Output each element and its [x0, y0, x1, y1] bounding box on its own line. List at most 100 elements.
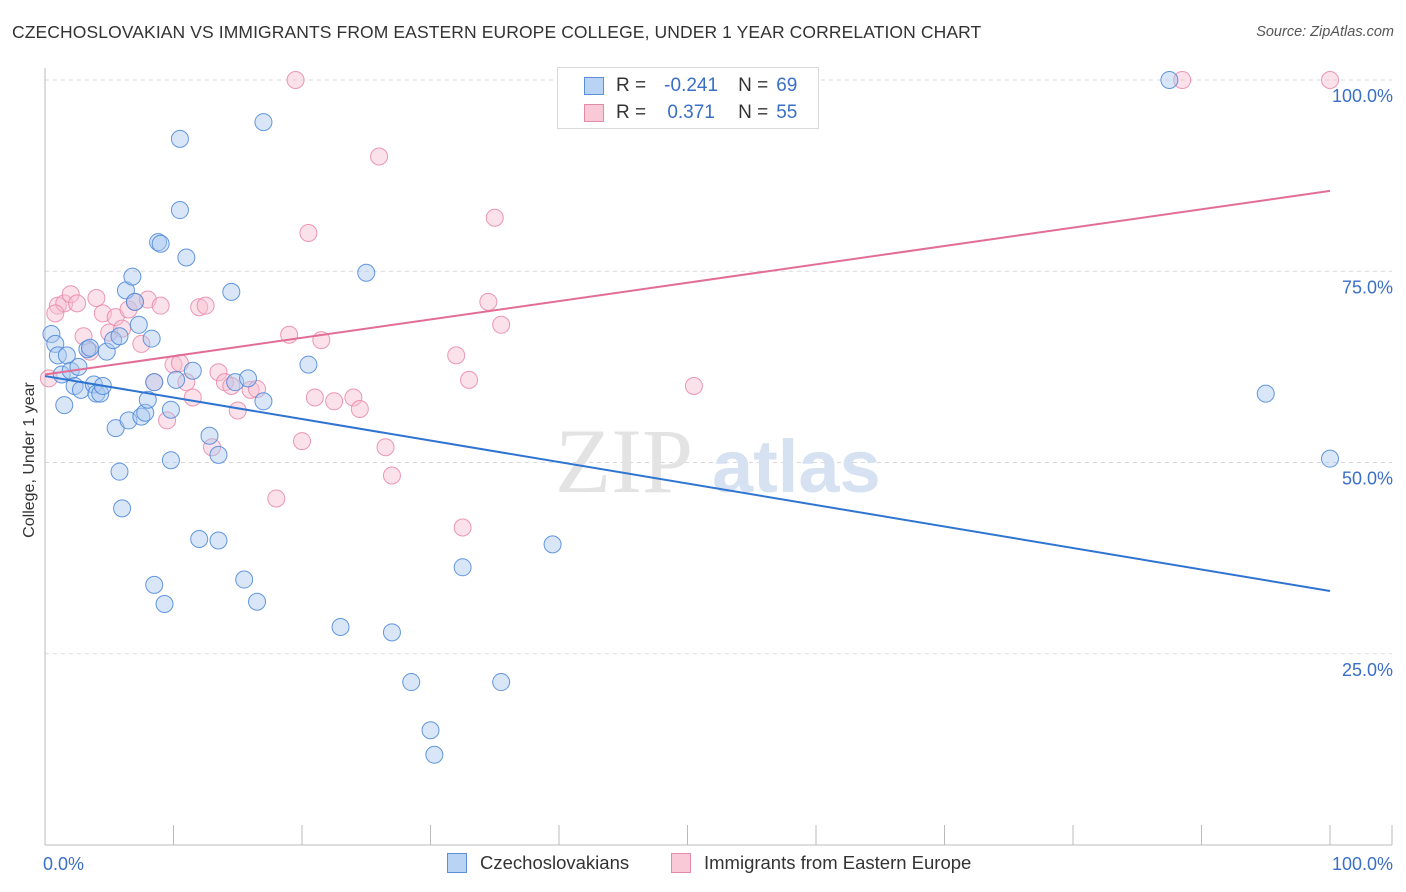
blue-point — [110, 462, 129, 481]
blue-point — [55, 396, 74, 415]
pink-point — [196, 296, 215, 315]
pink-point — [299, 224, 318, 242]
blue-point — [299, 355, 318, 374]
n-label: N = — [738, 75, 769, 96]
blue-trend-line — [44, 375, 1331, 593]
blue-point — [382, 623, 401, 642]
blue-point — [42, 324, 61, 343]
blue-point — [123, 267, 142, 286]
pink-point — [209, 363, 228, 382]
chart-source: Source: ZipAtlas.com — [1256, 24, 1394, 40]
blue-point — [492, 673, 511, 692]
x-tick-label: 0.0% — [43, 854, 84, 874]
stats-legend: R = -0.241 N = 69 R = 0.371 N = 55 — [557, 67, 819, 129]
blue-point — [138, 390, 157, 409]
blue-point — [129, 315, 148, 334]
pink-swatch — [671, 853, 691, 873]
stats-row-pink: R = 0.371 N = 55 — [584, 100, 797, 126]
blue-point — [183, 361, 202, 380]
pink-point — [485, 208, 504, 227]
blue-point — [161, 400, 180, 419]
n-value-pink: 55 — [776, 102, 798, 123]
blue-point — [113, 499, 132, 518]
pink-point — [492, 315, 511, 334]
y-tick-label: 50.0% — [1342, 469, 1393, 489]
pink-point — [241, 380, 260, 399]
blue-point — [331, 617, 350, 636]
x-tick-label: 100.0% — [1332, 854, 1393, 874]
chart-title: CZECHOSLOVAKIAN VS IMMIGRANTS FROM EASTE… — [12, 22, 982, 42]
r-value-blue: -0.241 — [664, 75, 719, 96]
blue-point — [239, 369, 258, 388]
blue-point — [110, 327, 129, 346]
pink-point — [286, 71, 305, 89]
blue-point — [167, 370, 186, 389]
pink-point — [87, 289, 106, 308]
y-tick-label: 100.0% — [1332, 86, 1393, 106]
blue-point — [357, 263, 376, 282]
pink-point — [350, 399, 369, 418]
blue-swatch — [584, 77, 604, 95]
blue-point — [57, 346, 76, 365]
blue-point — [170, 201, 189, 220]
blue-point — [69, 357, 88, 376]
pink-point — [376, 438, 395, 457]
blue-point — [453, 558, 472, 577]
blue-point — [1321, 449, 1339, 468]
pink-point — [1173, 71, 1192, 89]
blue-point — [425, 745, 444, 764]
blue-point — [125, 292, 144, 311]
blue-point — [145, 373, 164, 392]
blue-point — [254, 392, 273, 411]
pink-point — [305, 388, 324, 407]
blue-point — [543, 535, 562, 554]
n-label: N = — [738, 102, 769, 123]
pink-point — [228, 401, 247, 420]
pink-point — [190, 298, 209, 317]
pink-point — [684, 377, 703, 395]
blue-swatch — [447, 853, 467, 873]
blue-point — [421, 721, 440, 740]
blue-point — [235, 570, 254, 589]
legend-label-blue: Czechoslovakians — [480, 852, 630, 873]
legend-label-pink: Immigrants from Eastern Europe — [704, 852, 972, 873]
x-tick-labels: 0.0% 100.0% — [43, 854, 1393, 874]
blue-point — [190, 530, 209, 548]
y-tick-label: 75.0% — [1342, 277, 1393, 297]
pink-point — [479, 292, 498, 311]
axes — [44, 68, 1393, 846]
watermark: ZIP atlas — [555, 410, 881, 512]
blue-point — [1256, 384, 1275, 403]
grid-lines — [45, 79, 1392, 655]
blue-point — [80, 338, 99, 357]
blue-point — [254, 113, 273, 132]
legend-item-czechoslovakians: Czechoslovakians — [447, 852, 629, 874]
blue-point — [145, 575, 164, 594]
blue-point — [170, 129, 189, 148]
pink-point — [61, 285, 80, 304]
pink-point — [158, 411, 177, 430]
stats-row-blue: R = -0.241 N = 69 — [584, 73, 797, 99]
pink-point — [46, 304, 65, 323]
pink-point — [293, 432, 311, 451]
pink-point — [1321, 71, 1339, 89]
pink-point — [267, 489, 286, 508]
legend-item-eastern-europe: Immigrants from Eastern Europe — [671, 852, 971, 874]
blue-point — [248, 592, 267, 611]
r-value-pink: 0.371 — [667, 102, 715, 123]
pink-point — [382, 466, 401, 485]
pink-point — [447, 346, 466, 365]
trend-lines — [44, 189, 1331, 593]
watermark-atlas: atlas — [712, 425, 881, 508]
pink-point — [370, 147, 389, 166]
r-label: R = — [616, 75, 647, 96]
pink-point — [132, 334, 151, 353]
y-axis-label: College, Under 1 year — [21, 382, 38, 538]
blue-point — [200, 426, 219, 445]
pink-trend-line — [44, 189, 1331, 376]
pink-point — [183, 388, 202, 407]
y-tick-labels: 25.0% 50.0% 75.0% 100.0% — [1332, 86, 1393, 680]
pink-point — [325, 392, 344, 411]
pink-point — [119, 300, 138, 319]
